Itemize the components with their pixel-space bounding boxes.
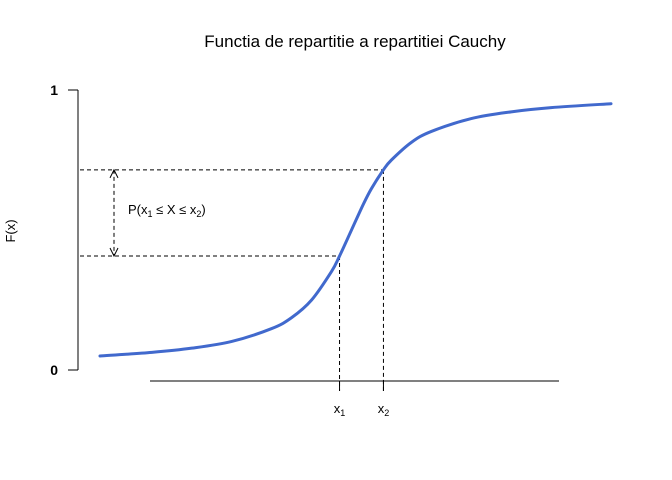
interval-label-middle: ≤ X ≤ x xyxy=(153,202,197,217)
interval-label-prefix: P(x xyxy=(128,202,148,217)
interval-label: P(x1 ≤ X ≤ x2) xyxy=(128,202,206,219)
x1-marker-label: x1 xyxy=(334,401,346,418)
arrow-head-bottom xyxy=(109,247,119,258)
x1-sub: 1 xyxy=(340,408,345,418)
x2-sub: 2 xyxy=(384,408,389,418)
y-tick-label-bottom: 0 xyxy=(50,362,58,378)
x2-main: x xyxy=(378,401,385,416)
x1-main: x xyxy=(334,401,341,416)
arrow-head-top xyxy=(109,168,119,179)
dashed-guides xyxy=(80,169,384,391)
interval-label-sub1: 1 xyxy=(148,209,153,219)
y-axis-label: F(x) xyxy=(3,219,18,242)
chart-title: Functia de repartitie a repartitiei Cauc… xyxy=(204,32,506,51)
cdf-curve xyxy=(98,102,613,358)
interval-arrow xyxy=(109,168,119,258)
interval-label-suffix: ) xyxy=(201,202,205,217)
interval-label-sub2: 2 xyxy=(196,209,201,219)
x2-marker-label: x2 xyxy=(378,401,390,418)
y-tick-label-top: 1 xyxy=(50,82,58,98)
